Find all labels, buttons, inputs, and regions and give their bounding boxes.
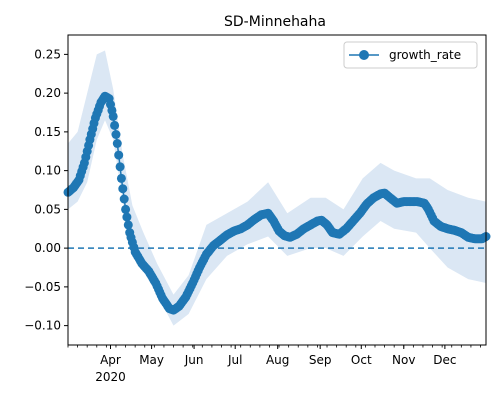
data-point (121, 204, 131, 214)
data-point (119, 194, 129, 204)
y-tick-label: 0.25 (34, 47, 61, 61)
legend-box (343, 41, 478, 69)
y-tick-label: 0.20 (34, 86, 61, 100)
x-tick-label: Jun (184, 353, 204, 367)
x-tick-label: Apr (100, 353, 121, 367)
data-point (111, 130, 121, 139)
data-point (112, 139, 122, 148)
x-tick-label: May (139, 353, 164, 367)
legend-label: growth_rate (389, 48, 461, 62)
x-tick-label: Dec (433, 353, 456, 367)
y-tick-label: 0.00 (34, 241, 61, 255)
x-tick-label: Nov (392, 353, 415, 367)
y-tick-label: 0.10 (34, 164, 61, 178)
chart-title: SD-Minnehaha (224, 14, 326, 30)
series-layer (63, 91, 491, 315)
x-tick-year-label: 2020 (95, 370, 126, 384)
data-point (118, 184, 128, 194)
legend-marker-icon (359, 50, 369, 60)
axes-layer: −0.10 −0.05 0.00 0.05 0.10 0.15 0.20 0.25 Apr 202… (24, 34, 487, 384)
data-point (114, 150, 124, 160)
y-tick-label: 0.15 (34, 125, 61, 139)
data-point (110, 120, 120, 130)
x-tick-label: Jul (227, 353, 242, 367)
data-point (108, 111, 118, 121)
legend: growth_rate (343, 41, 478, 69)
y-tick-label: −0.10 (24, 319, 61, 333)
data-point (116, 173, 126, 183)
confidence-band-layer (68, 50, 486, 326)
data-point (115, 162, 125, 172)
x-tick-label: Aug (266, 353, 289, 367)
x-tick-label: Oct (351, 353, 372, 367)
x-tick-label: Sep (309, 353, 332, 367)
y-tick-label: 0.05 (34, 202, 61, 216)
confidence-band (68, 50, 486, 326)
data-point (122, 212, 132, 222)
plot-frame (67, 34, 487, 346)
y-tick-label: −0.05 (24, 280, 61, 294)
data-point (123, 220, 133, 230)
